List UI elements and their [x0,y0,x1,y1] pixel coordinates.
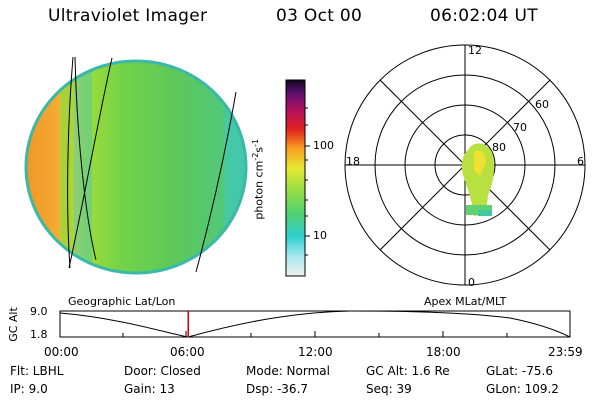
mlt-label-18: 18 [346,155,360,168]
colorbar-tick-10: 10 [313,229,327,242]
colorbar-tick-100: 100 [313,139,334,152]
altitude-xtick-1800: 18:00 [426,345,461,359]
altitude-ylabel: GC Alt [6,307,20,342]
color-scale-bar [285,79,310,277]
observation-time: 06:02:04 UT [430,6,538,26]
colorbar-unit-label: photon cm-2s-1 [251,138,266,220]
polar-mlat-mlt-plot [344,44,586,286]
altitude-xtick-0600: 06:00 [170,345,205,359]
mlat-label-70: 70 [513,121,527,134]
altitude-ytick-low: 1.8 [30,328,48,341]
observation-date: 03 Oct 00 [276,6,363,26]
mlt-label-6: 6 [577,155,584,168]
altitude-ytick-high: 9.0 [30,305,48,318]
info-filter: Flt: LBHL [10,364,64,378]
mlat-label-60: 60 [535,98,549,111]
info-gc-alt: GC Alt: 1.6 Re [366,364,450,378]
instrument-title: Ultraviolet Imager [48,6,208,26]
altitude-xtick-2359: 23:59 [548,345,583,359]
info-gain: Gain: 13 [124,382,175,396]
geographic-grid-lines [67,56,237,273]
mlat-label-80: 80 [492,141,506,154]
info-ip: IP: 9.0 [10,382,48,396]
mlt-label-0: 0 [468,276,475,289]
info-door: Door: Closed [124,364,201,378]
info-dsp: Dsp: -36.7 [246,382,309,396]
info-seq: Seq: 39 [366,382,412,396]
altitude-xtick-0000: 00:00 [44,345,79,359]
geographic-label: Geographic Lat/Lon [68,295,176,308]
apex-label: Apex MLat/MLT [424,295,507,308]
uvi-earth-image [24,56,248,275]
altitude-xtick-1200: 12:00 [298,345,333,359]
info-glat: GLat: -75.6 [486,364,553,378]
mlt-label-12: 12 [468,44,482,57]
info-mode: Mode: Normal [246,364,330,378]
altitude-orbit-plot [59,310,571,338]
info-glon: GLon: 109.2 [486,382,559,396]
polar-aurora-projection [461,143,495,216]
